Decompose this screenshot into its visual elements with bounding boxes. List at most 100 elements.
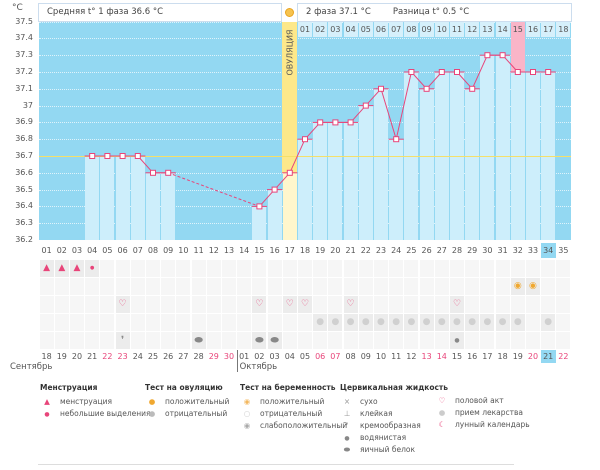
empty-cell[interactable] (100, 296, 115, 313)
egg-white-icon[interactable]: ⬬ (191, 332, 206, 349)
empty-cell[interactable] (85, 314, 100, 331)
empty-cell[interactable] (465, 296, 480, 313)
heart-icon[interactable]: ♡ (297, 296, 313, 313)
empty-cell[interactable] (221, 314, 237, 331)
empty-cell[interactable] (161, 332, 176, 349)
empty-cell[interactable] (100, 314, 115, 331)
empty-cell[interactable] (343, 332, 358, 349)
empty-cell[interactable] (145, 314, 161, 331)
empty-cell[interactable] (373, 260, 389, 277)
menstruation-icon[interactable]: ▲ (39, 260, 54, 277)
empty-cell[interactable] (69, 296, 85, 313)
empty-cell[interactable] (176, 332, 191, 349)
empty-cell[interactable] (556, 278, 571, 295)
pill-icon[interactable]: ● (343, 314, 358, 331)
empty-cell[interactable] (541, 332, 556, 349)
empty-cell[interactable] (267, 278, 282, 295)
empty-cell[interactable] (313, 260, 328, 277)
empty-cell[interactable] (389, 332, 404, 349)
pill-icon[interactable]: ● (419, 314, 434, 331)
heart-icon[interactable]: ♡ (449, 296, 465, 313)
pill-icon[interactable]: ● (480, 314, 495, 331)
empty-cell[interactable] (434, 260, 449, 277)
empty-cell[interactable] (54, 332, 69, 349)
data-point[interactable] (408, 69, 415, 75)
empty-cell[interactable] (100, 278, 115, 295)
pill-icon[interactable]: ● (541, 314, 556, 331)
ovulation-test-positive-icon[interactable]: ◉ (510, 278, 525, 295)
empty-cell[interactable] (145, 332, 161, 349)
empty-cell[interactable] (237, 296, 252, 313)
data-point[interactable] (271, 186, 278, 193)
empty-cell[interactable] (541, 296, 556, 313)
data-point[interactable] (332, 119, 339, 126)
empty-cell[interactable] (282, 332, 297, 349)
ovulation-test-positive-icon[interactable]: ◉ (525, 278, 541, 295)
empty-cell[interactable] (373, 278, 389, 295)
pill-icon[interactable]: ● (495, 314, 510, 331)
empty-cell[interactable] (373, 332, 389, 349)
creamy-icon[interactable]: ❜ (115, 332, 130, 349)
empty-cell[interactable] (525, 314, 541, 331)
empty-cell[interactable] (267, 296, 282, 313)
empty-cell[interactable] (297, 314, 313, 331)
empty-cell[interactable] (480, 278, 495, 295)
pill-icon[interactable]: ● (313, 314, 328, 331)
empty-cell[interactable] (221, 278, 237, 295)
empty-cell[interactable] (313, 278, 328, 295)
egg-white-icon[interactable]: ⬬ (252, 332, 267, 349)
empty-cell[interactable] (525, 332, 541, 349)
empty-cell[interactable] (161, 314, 176, 331)
empty-cell[interactable] (237, 278, 252, 295)
empty-cell[interactable] (176, 314, 191, 331)
empty-cell[interactable] (130, 260, 145, 277)
empty-cell[interactable] (176, 278, 191, 295)
empty-cell[interactable] (541, 260, 556, 277)
empty-cell[interactable] (130, 314, 145, 331)
empty-cell[interactable] (54, 296, 69, 313)
menstruation-icon[interactable]: ▲ (54, 260, 69, 277)
empty-cell[interactable] (39, 332, 54, 349)
data-point[interactable] (362, 102, 369, 109)
data-point[interactable] (302, 136, 308, 143)
pill-icon[interactable]: ● (449, 314, 465, 331)
empty-cell[interactable] (115, 314, 130, 331)
empty-cell[interactable] (556, 332, 571, 349)
empty-cell[interactable] (419, 260, 434, 277)
empty-cell[interactable] (389, 296, 404, 313)
empty-cell[interactable] (206, 314, 221, 331)
empty-cell[interactable] (434, 296, 449, 313)
data-point[interactable] (317, 119, 324, 126)
empty-cell[interactable] (343, 278, 358, 295)
empty-cell[interactable] (510, 296, 525, 313)
pill-icon[interactable]: ● (465, 314, 480, 331)
empty-cell[interactable] (237, 260, 252, 277)
empty-cell[interactable] (525, 296, 541, 313)
pill-icon[interactable]: ● (510, 314, 525, 331)
empty-cell[interactable] (115, 260, 130, 277)
empty-cell[interactable] (161, 260, 176, 277)
empty-cell[interactable] (100, 332, 115, 349)
empty-cell[interactable] (495, 296, 510, 313)
empty-cell[interactable] (297, 260, 313, 277)
data-point[interactable] (530, 69, 536, 75)
empty-cell[interactable] (480, 296, 495, 313)
data-point[interactable] (545, 69, 552, 75)
data-point[interactable] (150, 169, 156, 176)
empty-cell[interactable] (358, 296, 373, 313)
pill-icon[interactable]: ● (404, 314, 419, 331)
empty-cell[interactable] (206, 296, 221, 313)
empty-cell[interactable] (85, 296, 100, 313)
empty-cell[interactable] (145, 278, 161, 295)
empty-cell[interactable] (556, 314, 571, 331)
data-point[interactable] (423, 85, 430, 92)
empty-cell[interactable] (419, 332, 434, 349)
empty-cell[interactable] (328, 332, 343, 349)
empty-cell[interactable] (282, 314, 297, 331)
data-point[interactable] (378, 85, 384, 92)
empty-cell[interactable] (404, 260, 419, 277)
empty-cell[interactable] (267, 260, 282, 277)
pill-icon[interactable]: ● (328, 314, 343, 331)
empty-cell[interactable] (39, 314, 54, 331)
empty-cell[interactable] (191, 260, 206, 277)
